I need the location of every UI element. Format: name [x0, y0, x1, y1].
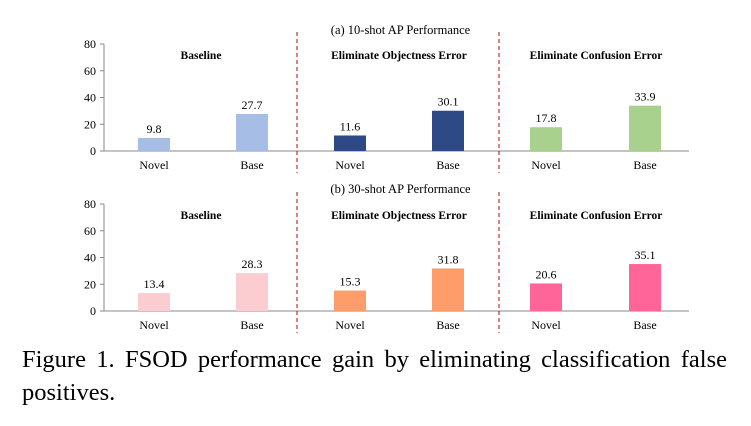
bar-value-label: 28.3	[242, 257, 263, 271]
group-label: Eliminate Confusion Error	[530, 210, 663, 222]
y-tick-label: 80	[84, 197, 96, 211]
bar-value-label: 35.1	[635, 248, 656, 262]
x-category-label: Novel	[335, 158, 365, 172]
bar	[236, 273, 268, 311]
y-tick-label: 20	[84, 117, 96, 131]
bar-value-label: 11.6	[340, 119, 361, 133]
x-category-label: Base	[633, 318, 656, 332]
bar	[138, 137, 170, 151]
group-label: Baseline	[181, 210, 222, 222]
x-category-label: Base	[436, 318, 459, 332]
x-category-label: Novel	[139, 318, 169, 332]
bar-value-label: 27.7	[242, 98, 263, 112]
y-tick-label: 60	[84, 64, 96, 78]
y-tick-label: 40	[84, 251, 96, 265]
bar-value-label: 13.4	[144, 277, 165, 291]
bar	[432, 110, 464, 151]
y-tick-label: 80	[84, 37, 96, 51]
bar	[138, 293, 170, 311]
figure-caption: Figure 1. FSOD performance gain by elimi…	[22, 346, 727, 406]
group-label: Eliminate Confusion Error	[530, 50, 663, 62]
x-category-label: Novel	[139, 158, 169, 172]
x-category-label: Novel	[531, 318, 561, 332]
bar-value-label: 15.3	[340, 275, 361, 289]
bar-value-label: 20.6	[536, 267, 557, 281]
bar	[530, 283, 562, 311]
group-label: Eliminate Objectness Error	[331, 210, 467, 222]
x-category-label: Base	[240, 158, 263, 172]
y-tick-label: 40	[84, 91, 96, 105]
bar	[629, 264, 661, 311]
bar	[432, 268, 464, 311]
bar	[334, 135, 366, 151]
bar-value-label: 33.9	[635, 90, 656, 104]
bar-value-label: 31.8	[438, 252, 459, 266]
chart-title: (a) 10-shot AP Performance	[331, 23, 471, 37]
x-category-label: Base	[633, 158, 656, 172]
x-category-label: Base	[240, 318, 263, 332]
figure-charts: (a) 10-shot AP Performance 0 20 40 60 80 Basel…	[84, 23, 689, 333]
bar-value-label: 30.1	[438, 95, 459, 109]
bar	[236, 113, 268, 151]
bar	[334, 290, 366, 311]
y-tick-label: 0	[90, 304, 96, 318]
bar	[530, 127, 562, 151]
x-category-label: Base	[436, 158, 459, 172]
group-label: Baseline	[181, 50, 222, 62]
bar	[629, 105, 661, 151]
x-category-label: Novel	[335, 318, 365, 332]
y-tick-label: 0	[90, 144, 96, 158]
x-category-label: Novel	[531, 158, 561, 172]
bar-value-label: 9.8	[147, 122, 162, 136]
bar-value-label: 17.8	[536, 111, 557, 125]
chart-title: (b) 30-shot AP Performance	[330, 182, 471, 196]
group-label: Eliminate Objectness Error	[331, 50, 467, 62]
y-tick-label: 20	[84, 277, 96, 291]
y-tick-label: 60	[84, 224, 96, 238]
